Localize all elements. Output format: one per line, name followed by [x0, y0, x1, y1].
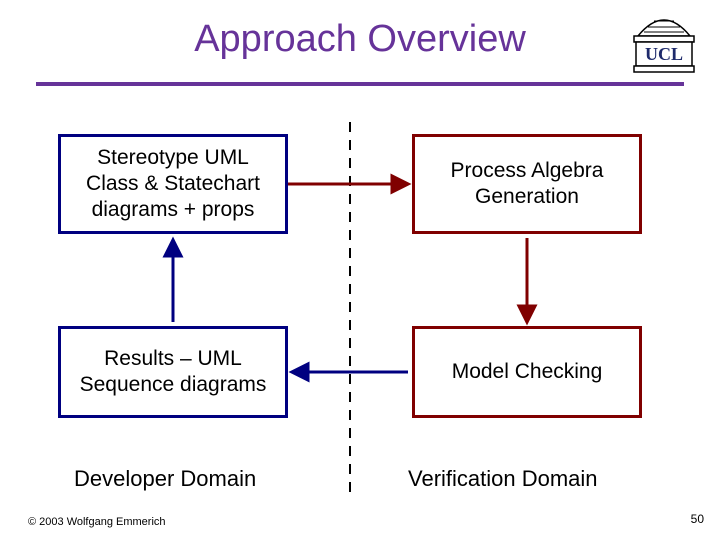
- verification-domain-label: Verification Domain: [408, 466, 598, 492]
- box-model-label: Model Checking: [452, 359, 603, 385]
- developer-domain-label: Developer Domain: [74, 466, 256, 492]
- box-results-label: Results – UML Sequence diagrams: [69, 346, 277, 399]
- box-process-label: Process Algebra Generation: [423, 158, 631, 211]
- box-process-algebra: Process Algebra Generation: [412, 134, 642, 234]
- copyright-text: © 2003 Wolfgang Emmerich: [28, 516, 166, 528]
- slide-title: Approach Overview: [0, 18, 720, 61]
- box-model-checking: Model Checking: [412, 326, 642, 418]
- title-underline: [36, 82, 684, 86]
- ucl-logo: UCL: [628, 8, 700, 76]
- box-stereotype-label: Stereotype UML Class & Statechart diagra…: [69, 145, 277, 224]
- box-results-uml: Results – UML Sequence diagrams: [58, 326, 288, 418]
- page-number: 50: [691, 512, 704, 526]
- box-stereotype-uml: Stereotype UML Class & Statechart diagra…: [58, 134, 288, 234]
- diagram-overlay: [0, 0, 720, 540]
- ucl-logo-text: UCL: [645, 44, 683, 64]
